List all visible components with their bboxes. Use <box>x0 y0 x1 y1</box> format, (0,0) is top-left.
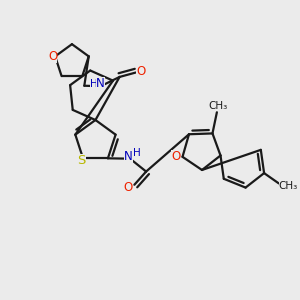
Text: N: N <box>124 150 133 163</box>
Text: O: O <box>48 50 57 63</box>
Text: S: S <box>77 154 86 167</box>
Text: H: H <box>90 79 98 89</box>
Text: CH₃: CH₃ <box>209 101 228 111</box>
Text: CH₃: CH₃ <box>279 181 298 191</box>
Text: N: N <box>96 77 105 90</box>
Text: O: O <box>171 150 181 163</box>
Text: H: H <box>133 148 140 158</box>
Text: O: O <box>136 64 146 78</box>
Text: O: O <box>124 181 133 194</box>
